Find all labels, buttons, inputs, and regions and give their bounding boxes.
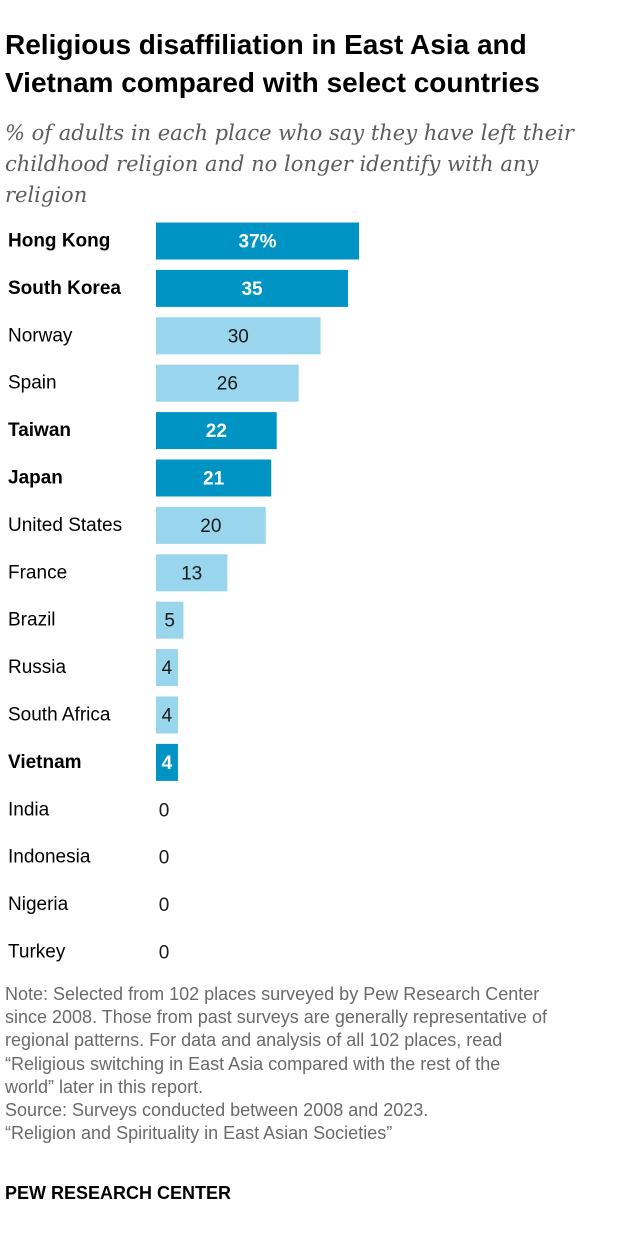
- note-line: Note: Selected from 102 places surveyed …: [5, 984, 540, 1004]
- bar: [156, 696, 178, 734]
- data-label: 4: [162, 753, 173, 774]
- category-label: Turkey: [8, 942, 66, 963]
- bar: [156, 743, 178, 781]
- category-label: Russia: [8, 657, 67, 678]
- bar: [156, 649, 178, 687]
- category-label: Norway: [8, 325, 73, 346]
- data-label: 4: [162, 658, 173, 679]
- note-line: since 2008. Those from past surveys are …: [5, 1007, 547, 1028]
- data-label: 35: [241, 279, 263, 300]
- category-label: South Africa: [8, 705, 111, 726]
- bar: [156, 459, 272, 497]
- bar-chart: Hong Kong 37% South Korea 35 Norway 30 Spain 26…: [8, 222, 359, 964]
- note-line: regional patterns. For data and analysis…: [5, 1030, 503, 1051]
- bar: [156, 269, 349, 307]
- bar: [156, 412, 277, 450]
- note-line: “Religious switching in East Asia compar…: [5, 1053, 501, 1074]
- category-label: Indonesia: [8, 847, 91, 868]
- source-line: Source: Surveys conducted between 2008 a…: [5, 1100, 429, 1121]
- category-label: India: [8, 799, 50, 820]
- report-line: “Religion and Spirituality in East Asian…: [5, 1123, 393, 1144]
- category-label: Taiwan: [8, 420, 71, 441]
- category-label: Hong Kong: [8, 231, 110, 252]
- data-label: 0: [159, 895, 170, 916]
- data-label: 4: [162, 706, 173, 727]
- data-label: 0: [159, 848, 170, 869]
- category-label: France: [8, 562, 67, 583]
- data-label: 30: [228, 326, 249, 347]
- bar: [156, 601, 184, 639]
- bar: [156, 222, 359, 260]
- data-label: 0: [159, 800, 170, 821]
- data-label: 21: [203, 469, 225, 490]
- data-label: 5: [164, 611, 175, 632]
- data-label: 0: [159, 943, 170, 964]
- data-label: 26: [217, 374, 238, 395]
- data-label: 22: [206, 421, 227, 442]
- category-label: Spain: [8, 373, 57, 394]
- data-label: 37%: [238, 232, 276, 253]
- bar: [156, 554, 228, 592]
- data-label: 20: [200, 516, 221, 537]
- category-label: Japan: [8, 468, 63, 489]
- category-label: United States: [8, 515, 122, 536]
- category-label: Brazil: [8, 610, 56, 631]
- data-label: 13: [181, 563, 202, 584]
- bar: [156, 506, 266, 544]
- chart-title: Religious disaffiliation in East Asia an…: [5, 29, 540, 98]
- bar: [156, 364, 299, 402]
- note-line: world” later in this report.: [5, 1076, 204, 1097]
- pew-research-center-logo: PEW RESEARCH CENTER: [5, 1183, 232, 1203]
- bar: [156, 317, 321, 355]
- chart-note: Note: Selected from 102 places surveyed …: [5, 983, 615, 1145]
- category-label: Nigeria: [8, 894, 69, 915]
- category-label: South Korea: [8, 278, 121, 299]
- category-label: Vietnam: [8, 752, 82, 773]
- chart-subtitle: % of adults in each place who say they h…: [5, 121, 574, 207]
